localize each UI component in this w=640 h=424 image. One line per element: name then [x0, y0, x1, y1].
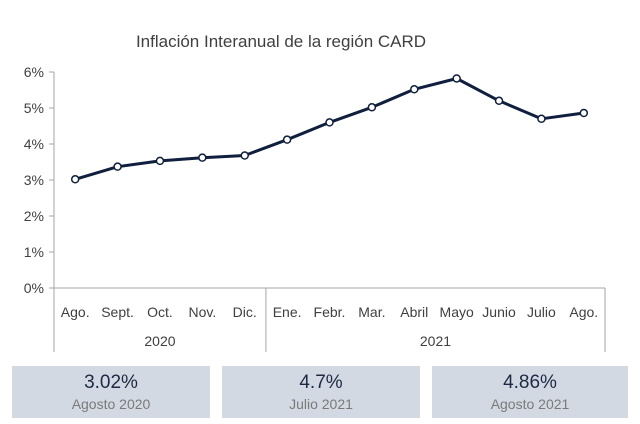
- inflation-line-chart: Inflación Interanual de la región CARD 0…: [24, 32, 606, 352]
- card-value: 4.86%: [503, 372, 557, 393]
- x-tick-label: Julio: [527, 304, 556, 320]
- x-tick-label: Nov.: [188, 304, 216, 320]
- data-point: [579, 108, 589, 118]
- chart-title: Inflación Interanual de la región CARD: [136, 32, 426, 51]
- y-tick-label: 5%: [24, 100, 44, 116]
- data-point: [70, 175, 80, 184]
- data-point: [240, 151, 249, 160]
- x-tick-label: Sept.: [101, 304, 134, 320]
- x-tick-label: Dic.: [233, 304, 257, 320]
- x-tick-label: Junio: [482, 304, 516, 320]
- data-point: [537, 114, 546, 124]
- x-tick-label: Mayo: [440, 304, 474, 320]
- data-point: [155, 156, 165, 166]
- x-tick-label: Febr.: [314, 304, 346, 320]
- card-label: Agosto 2021: [490, 396, 570, 412]
- data-point: [452, 74, 461, 83]
- summary-card-aug-2021: 4.86% Agosto 2021: [432, 366, 628, 418]
- y-tick-label: 6%: [24, 64, 44, 80]
- x-tick-label: Oct.: [147, 304, 173, 320]
- x-tick-label: Abril: [400, 304, 428, 320]
- x-tick-label: Mar.: [358, 304, 385, 320]
- data-point: [367, 103, 377, 112]
- y-tick-label: 0%: [24, 280, 44, 296]
- card-value: 4.7%: [299, 372, 343, 393]
- y-tick-label: 2%: [24, 208, 44, 224]
- x-group-label: 2021: [420, 333, 451, 349]
- series-line: [74, 77, 585, 181]
- data-point: [325, 118, 334, 127]
- x-group-label: 2020: [144, 333, 175, 349]
- data-point: [282, 135, 292, 144]
- y-tick-label: 4%: [24, 136, 44, 152]
- card-value: 3.02%: [84, 372, 138, 393]
- data-point: [198, 153, 207, 162]
- data-point: [494, 96, 504, 106]
- x-tick-label: Ago.: [569, 304, 598, 320]
- y-tick-label: 3%: [24, 172, 44, 188]
- x-tick-label: Ago.: [61, 304, 90, 320]
- data-point: [410, 85, 419, 94]
- y-tick-label: 1%: [24, 244, 44, 260]
- summary-card-aug-2020: 3.02% Agosto 2020: [12, 366, 210, 418]
- card-label: Agosto 2020: [71, 396, 151, 412]
- x-tick-label: Ene.: [273, 304, 302, 320]
- summary-card-jul-2021: 4.7% Julio 2021: [222, 366, 420, 418]
- card-label: Julio 2021: [289, 396, 353, 412]
- data-point: [113, 162, 122, 171]
